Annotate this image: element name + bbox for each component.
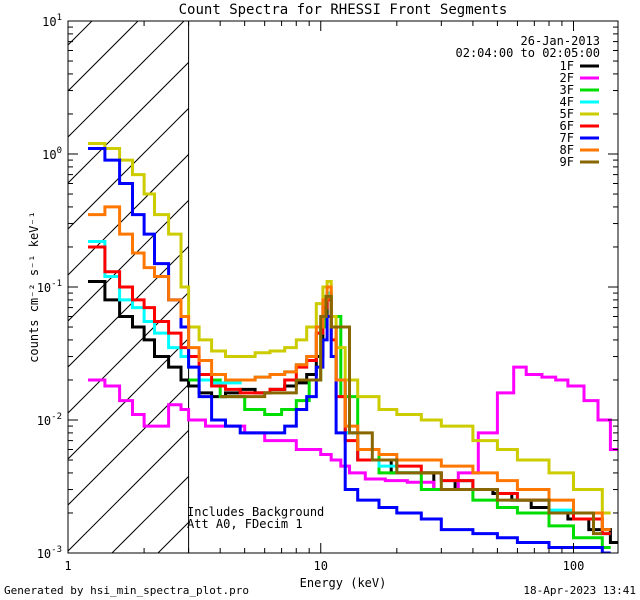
legend-label-6F: 6F [560, 119, 574, 133]
hatch-line [68, 337, 189, 460]
x-axis-label: Energy (keV) [300, 576, 387, 590]
annotation-attenuator: Att A0, FDecim 1 [187, 517, 303, 531]
legend-label-9F: 9F [560, 155, 574, 169]
legend-label-2F: 2F [560, 71, 574, 85]
x-tick-label: 10 [314, 559, 328, 573]
annotation-background: Includes Background [187, 505, 324, 519]
hatch-line [342, 0, 640, 553]
legend-label-7F: 7F [560, 131, 574, 145]
series-line-7F [88, 147, 611, 553]
y-tick-label: 10-1 [37, 279, 62, 295]
legend-label-4F: 4F [560, 95, 574, 109]
hatch-line [68, 199, 189, 322]
hatch-line [68, 429, 189, 552]
hatch-line [68, 291, 189, 414]
hatch-line [250, 0, 640, 553]
legend-label-3F: 3F [560, 83, 574, 97]
hatch-line [68, 107, 189, 230]
legend-label-5F: 5F [560, 107, 574, 121]
series-line-2F [88, 365, 618, 491]
x-tick-label: 100 [563, 559, 585, 573]
hatch-line [68, 153, 189, 276]
axis-tick-labels: 1 10 100 101 100 10-1 10-2 10-3 [37, 13, 585, 573]
chart-title: Count Spectra for RHESSI Front Segments [179, 2, 508, 18]
generated-by-label: Generated by hsi_min_spectra_plot.pro [4, 584, 249, 597]
y-tick-label: 10-2 [37, 412, 62, 428]
y-tick-label: 100 [42, 146, 62, 162]
hatch-line [68, 21, 139, 92]
x-tick-label: 1 [64, 559, 71, 573]
series-line-9F [220, 294, 602, 536]
hatch-line [0, 0, 114, 553]
legend-label-1F: 1F [560, 59, 574, 73]
timestamp-label: 18-Apr-2023 13:41 [523, 584, 636, 597]
time-range-label: 02:04:00 to 02:05:00 [456, 46, 601, 60]
series-layer [88, 142, 618, 553]
y-tick-label: 10-3 [37, 545, 62, 561]
hatch-line [68, 21, 185, 138]
hatch-line [68, 245, 189, 368]
legend-label-8F: 8F [560, 143, 574, 157]
hatch-line [68, 383, 189, 506]
series-line-8F [88, 205, 611, 532]
hatched-region [0, 0, 640, 553]
date-label: 26-Jan-2013 [521, 34, 600, 48]
hatch-line [296, 0, 640, 553]
y-tick-label: 101 [42, 13, 62, 29]
hatch-line [68, 21, 93, 46]
axis-ticks [67, 20, 618, 554]
y-axis-label: counts cm⁻² s⁻¹ keV⁻¹ [27, 211, 41, 363]
